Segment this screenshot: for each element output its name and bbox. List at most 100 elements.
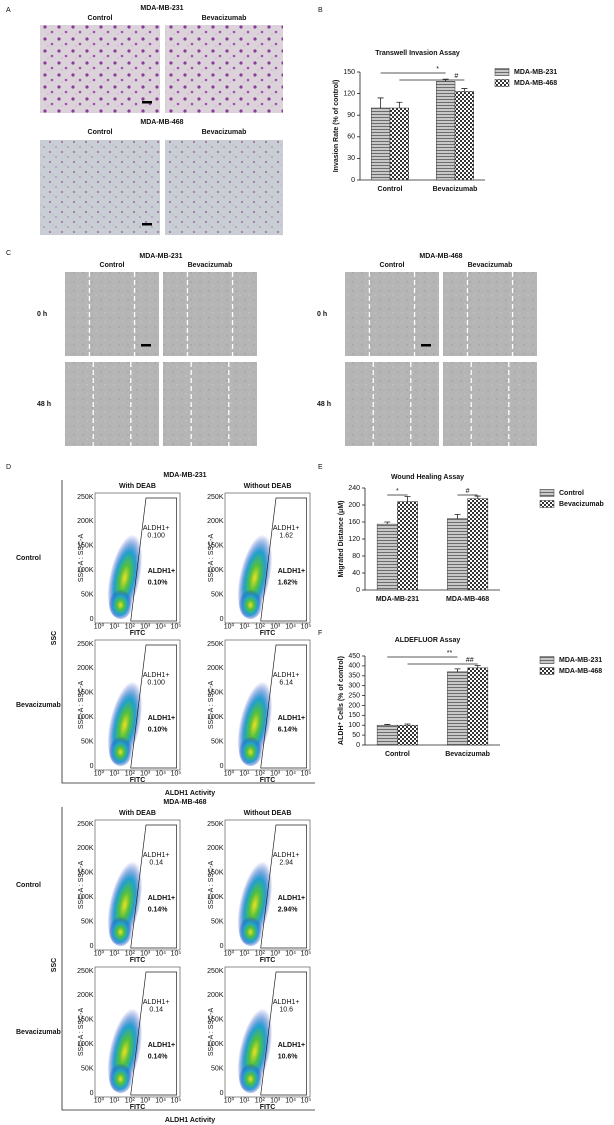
flow-y-tick: 0 [220,943,224,950]
flow-x-tick: 10⁴ [155,770,166,777]
flow-x-tick: 10⁴ [155,1097,166,1104]
error-bar [454,513,461,519]
flow-x-tick: 10¹ [239,1097,250,1104]
flow-x-tick: 10² [125,770,136,777]
flow-x-tick: 10³ [140,950,151,957]
gate-percent: 0.14% [148,907,169,914]
flow-x-tick: 10³ [270,1097,281,1104]
panel-letter: C [6,250,11,257]
flow-gate [260,497,307,622]
flow-x-label: FITC [130,777,146,784]
y-tick-label: 120 [348,536,360,543]
legend-label: MDA-MB-468 [559,668,602,675]
flow-y-tick: 150K [77,690,94,697]
flow-x-label: FITC [260,630,276,637]
flow-y-tick: 250K [207,641,224,648]
gate-percent: 1.62% [278,580,299,587]
column-label: Bevacizumab [188,262,233,269]
y-tick-label: 120 [343,90,355,97]
flow-y-tick: 100K [77,1041,94,1048]
column-label: Bevacizumab [468,262,513,269]
flow-y-tick: 50K [211,918,224,925]
flow-x-tick: 10² [125,623,136,630]
flow-x-tick: 10⁰ [224,769,235,777]
flow-y-tick: 100K [207,894,224,901]
flow-x-label: FITC [130,957,146,964]
flow-x-tick: 10² [125,1097,136,1104]
x-tick-label: MDA-MB-468 [446,596,489,603]
bar [389,107,409,181]
bar [467,498,489,591]
scale-bar [141,344,151,347]
wound-image [345,362,439,446]
wound-image [65,272,159,356]
flow-x-label: FITC [260,957,276,964]
gate-name: ALDH1+ [143,525,170,532]
flow-y-tick: 50K [211,591,224,598]
column-label: With DEAB [119,483,156,490]
y-tick-label: 50 [352,732,360,739]
flow-y-label: SSC-A : SSC-A [78,681,85,730]
y-tick-label: 0 [356,742,360,749]
flow-x-tick: 10⁰ [94,1096,105,1104]
flow-x-tick: 10² [255,770,266,777]
column-label: Control [100,262,125,269]
panel-letter: E [318,464,323,471]
column-label: Bevacizumab [202,129,247,136]
gate-percent: 0.14% [148,1054,169,1061]
flow-x-tick: 10⁵ [171,1097,182,1104]
flow-y-tick: 0 [220,616,224,623]
flow-y-tick: 50K [211,738,224,745]
row-label: Bevacizumab [16,702,61,709]
panel-letter: A [6,7,11,14]
flow-x-tick: 10¹ [109,1097,120,1104]
y-axis-title: SSC [51,631,58,645]
flow-events [108,587,133,620]
y-tick-label: 200 [348,502,360,509]
scale-bar [142,101,152,104]
block-title: MDA-MB-468 [163,799,206,806]
gate-name: ALDH1+ [143,999,170,1006]
column-label: With DEAB [119,810,156,817]
flow-x-label: FITC [130,630,146,637]
flow-y-tick: 150K [207,690,224,697]
flow-x-tick: 10⁵ [301,1097,312,1104]
flow-x-label: FITC [130,1104,146,1111]
panel-letter: D [6,464,11,471]
flow-x-tick: 10⁵ [171,770,182,777]
flow-events [238,734,263,767]
error-bar [384,521,391,525]
gate-value: 0.14 [149,860,163,867]
flow-y-tick: 0 [90,763,94,770]
y-tick-label: 0 [356,587,360,594]
y-tick-label: 250 [348,692,360,699]
flow-x-tick: 10⁵ [301,950,312,957]
flow-x-tick: 10⁰ [224,949,235,957]
bar [436,81,456,181]
flow-x-tick: 10¹ [109,770,120,777]
gate-value: 0.14 [149,1007,163,1014]
row-label: Control [16,882,41,889]
flow-y-tick: 100K [77,567,94,574]
x-tick-label: Bevacizumab [445,751,490,758]
flow-x-tick: 10³ [140,1097,151,1104]
significance-mark: # [466,488,470,495]
gate-label: ALDH1+ [278,1042,305,1049]
flow-y-tick: 150K [77,1017,94,1024]
flow-x-tick: 10³ [270,770,281,777]
legend-swatch [539,500,555,508]
flow-x-tick: 10⁰ [94,622,105,630]
flow-y-tick: 250K [77,968,94,975]
legend-swatch [494,79,510,87]
wound-image [163,272,257,356]
flow-x-tick: 10⁴ [285,950,296,957]
gate-label: ALDH1+ [148,715,175,722]
flow-x-tick: 10⁵ [171,623,182,630]
wound-image [65,362,159,446]
column-label: Control [88,129,113,136]
flow-gate [130,497,177,622]
flow-y-tick: 150K [207,1017,224,1024]
row-title: MDA-MB-231 [140,5,183,12]
flow-y-tick: 0 [90,1090,94,1097]
flow-y-tick: 150K [77,870,94,877]
